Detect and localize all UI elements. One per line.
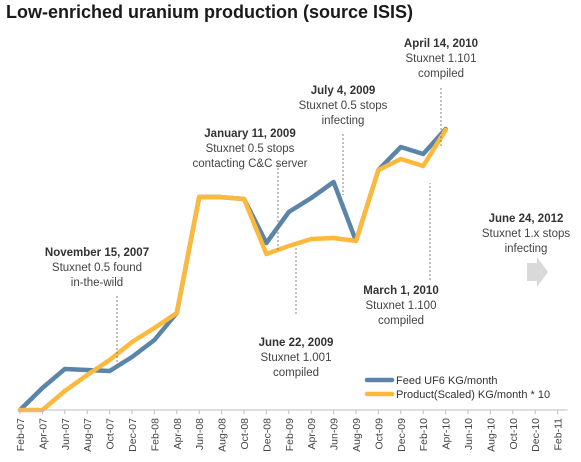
annotation-text: compiled bbox=[273, 367, 319, 379]
annotation-date: November 15, 2007 bbox=[45, 247, 149, 259]
annotation-text: Stuxnet 0.5 stops bbox=[206, 143, 295, 155]
series-line-product-scaled bbox=[17, 127, 448, 413]
annotations-layer: November 15, 2007 Stuxnet 0.5 found in-the… bbox=[45, 38, 570, 379]
annotation-date: June 24, 2012 bbox=[489, 213, 564, 225]
series-lines-layer bbox=[17, 126, 448, 413]
annotation-text: Stuxnet 0.5 found bbox=[52, 262, 142, 274]
annotation-text: Stuxnet 0.5 stops bbox=[299, 100, 388, 112]
annotation-text: infecting bbox=[505, 243, 548, 255]
x-tick-label: Feb-09 bbox=[284, 418, 296, 451]
x-tick-label: Jun-10 bbox=[463, 418, 475, 450]
annotation-date: January 11, 2009 bbox=[204, 128, 295, 140]
annotation-text: Stuxnet 1.x stops bbox=[482, 228, 570, 240]
annotation-date: April 14, 2010 bbox=[404, 38, 478, 50]
x-tick-label: Feb-07 bbox=[15, 418, 27, 451]
annotation-text: Stuxnet 1.001 bbox=[261, 352, 332, 364]
x-tick-label: Oct-10 bbox=[508, 418, 520, 450]
x-tick-label: Dec-08 bbox=[261, 418, 273, 452]
annotation-text: infecting bbox=[322, 115, 365, 127]
x-tick-label: Feb-10 bbox=[418, 418, 430, 451]
x-tick-label: Jun-07 bbox=[60, 418, 72, 450]
x-tick-label: Dec-07 bbox=[127, 418, 139, 452]
x-tick-label: Feb-11 bbox=[553, 418, 565, 451]
right-arrow-icon bbox=[527, 257, 548, 287]
legend-label: Product(Scaled) KG/month * 10 bbox=[396, 389, 550, 401]
legend: Feed UF6 KG/month Product(Scaled) KG/mont… bbox=[364, 375, 550, 401]
annotation-text: compiled bbox=[378, 315, 424, 327]
x-tick-label: Dec-10 bbox=[530, 418, 542, 452]
x-tick-label: Oct-09 bbox=[373, 418, 385, 450]
annotation-text: in-the-wild bbox=[71, 277, 123, 289]
x-tick-label: Oct-07 bbox=[105, 418, 117, 450]
legend-label: Feed UF6 KG/month bbox=[396, 375, 498, 387]
x-tick-label: Jun-09 bbox=[329, 418, 341, 450]
x-tick-label: Apr-10 bbox=[441, 418, 453, 450]
x-tick-label: Dec-09 bbox=[396, 418, 408, 452]
x-tick-label: Apr-08 bbox=[172, 418, 184, 450]
annotation-date: June 22, 2009 bbox=[259, 337, 334, 349]
x-tick-label: Aug-10 bbox=[485, 418, 497, 452]
chart-title: Low-enriched uranium production (source … bbox=[6, 2, 414, 22]
annotation-text: contacting C&C server bbox=[192, 158, 307, 170]
x-tick-label: Feb-08 bbox=[149, 418, 161, 451]
x-tick-label: Aug-09 bbox=[351, 418, 363, 452]
x-tick-label: Apr-07 bbox=[37, 418, 49, 450]
x-tick-label: Aug-08 bbox=[217, 418, 229, 452]
annotation-text: Stuxnet 1.101 bbox=[406, 53, 477, 65]
annotation-text: Stuxnet 1.100 bbox=[366, 300, 437, 312]
x-tick-label: Oct-08 bbox=[239, 418, 251, 450]
annotation-date: July 4, 2009 bbox=[311, 85, 376, 97]
x-axis: Feb-07 Apr-07 Jun-07 Aug-07 Oct-07 Dec-07 Feb-… bbox=[15, 409, 568, 452]
x-tick-label: Aug-07 bbox=[82, 418, 94, 452]
annotation-text: compiled bbox=[418, 68, 464, 80]
annotation-date: March 1, 2010 bbox=[363, 285, 438, 297]
x-tick-label: Jun-08 bbox=[194, 418, 206, 450]
x-tick-label: Apr-09 bbox=[306, 418, 318, 450]
